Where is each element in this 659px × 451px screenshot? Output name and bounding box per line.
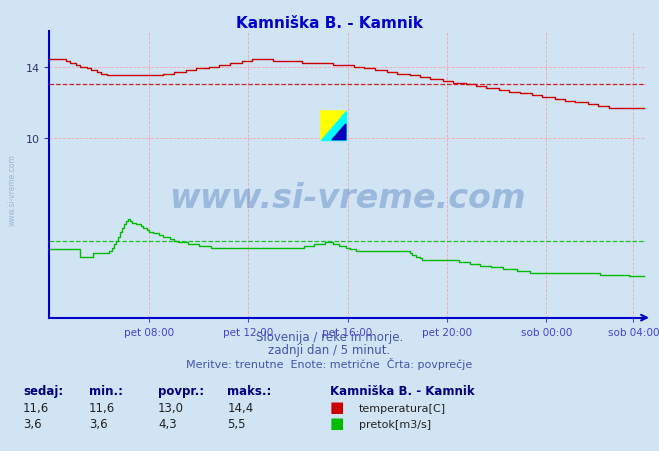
- Text: Slovenija / reke in morje.: Slovenija / reke in morje.: [256, 330, 403, 343]
- Text: min.:: min.:: [89, 385, 123, 398]
- Text: 3,6: 3,6: [89, 418, 107, 431]
- Text: ■: ■: [330, 415, 344, 431]
- Polygon shape: [321, 112, 346, 140]
- Text: www.si-vreme.com: www.si-vreme.com: [8, 153, 17, 226]
- Text: 11,6: 11,6: [89, 401, 115, 414]
- Text: www.si-vreme.com: www.si-vreme.com: [169, 181, 526, 214]
- Polygon shape: [332, 124, 346, 140]
- Polygon shape: [321, 112, 346, 140]
- Text: ■: ■: [330, 399, 344, 414]
- Text: 4,3: 4,3: [158, 418, 177, 431]
- Text: 5,5: 5,5: [227, 418, 246, 431]
- Text: Kamniška B. - Kamnik: Kamniška B. - Kamnik: [330, 385, 474, 398]
- Text: povpr.:: povpr.:: [158, 385, 204, 398]
- Text: 3,6: 3,6: [23, 418, 42, 431]
- Text: sedaj:: sedaj:: [23, 385, 63, 398]
- Text: 13,0: 13,0: [158, 401, 184, 414]
- Text: 14,4: 14,4: [227, 401, 254, 414]
- Text: Meritve: trenutne  Enote: metrične  Črta: povprečje: Meritve: trenutne Enote: metrične Črta: …: [186, 357, 473, 369]
- Text: temperatura[C]: temperatura[C]: [359, 403, 446, 413]
- Text: Kamniška B. - Kamnik: Kamniška B. - Kamnik: [236, 16, 423, 31]
- Text: zadnji dan / 5 minut.: zadnji dan / 5 minut.: [268, 344, 391, 357]
- Text: maks.:: maks.:: [227, 385, 272, 398]
- Text: 11,6: 11,6: [23, 401, 49, 414]
- Text: pretok[m3/s]: pretok[m3/s]: [359, 419, 431, 429]
